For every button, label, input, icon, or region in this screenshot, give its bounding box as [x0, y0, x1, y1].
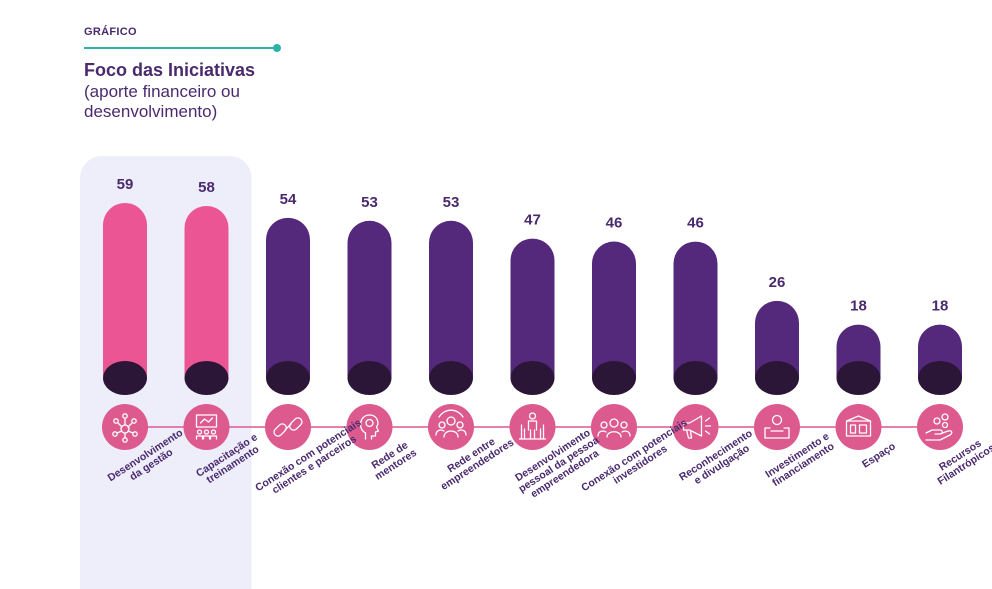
bar	[184, 205, 229, 378]
section-tag: GRÁFICO	[84, 26, 137, 38]
value-label: 58	[198, 179, 215, 196]
bar	[510, 238, 555, 378]
bar-base-cap	[347, 361, 392, 395]
investors-icon	[591, 404, 637, 450]
bar	[592, 241, 636, 378]
bar-base-cap	[510, 361, 555, 395]
bar-base-cap	[836, 361, 881, 395]
money-box-icon	[754, 404, 800, 450]
person-icon	[509, 404, 556, 450]
bar-base-cap	[103, 361, 147, 395]
building-icon	[835, 404, 882, 450]
value-label: 53	[443, 194, 460, 211]
presentation-icon	[183, 404, 230, 450]
chart-subtitle: (aporte financeiro ou desenvolvimento)	[84, 82, 240, 121]
group-icon	[428, 404, 474, 450]
bar-base-cap	[266, 361, 310, 395]
bar	[103, 203, 147, 378]
section-tag-dot	[273, 44, 281, 52]
bar	[673, 241, 718, 378]
bar-base-cap	[918, 361, 962, 395]
value-label: 46	[687, 215, 704, 232]
section-tag-line	[84, 47, 276, 49]
bar-base-cap	[755, 361, 799, 395]
megaphone-icon	[672, 404, 719, 450]
value-label: 53	[361, 194, 378, 211]
value-label: 47	[524, 212, 541, 229]
bar	[347, 220, 392, 378]
link-icon	[265, 404, 311, 450]
value-label: 18	[932, 298, 949, 315]
value-label: 54	[280, 191, 297, 208]
hand-coins-icon	[917, 404, 963, 450]
value-label: 46	[606, 215, 623, 232]
network-icon	[102, 404, 148, 450]
chart-title: Foco das Iniciativas	[84, 60, 256, 80]
bar	[266, 217, 310, 378]
value-label: 18	[850, 298, 867, 315]
value-label: 26	[769, 274, 786, 291]
bar-base-cap	[673, 361, 718, 395]
mentor-icon	[346, 404, 393, 450]
bar	[755, 300, 799, 378]
value-label: 59	[117, 176, 134, 193]
bar-base-cap	[184, 361, 229, 395]
bar-base-cap	[429, 361, 473, 395]
bar-base-cap	[592, 361, 636, 395]
bar	[429, 220, 473, 378]
